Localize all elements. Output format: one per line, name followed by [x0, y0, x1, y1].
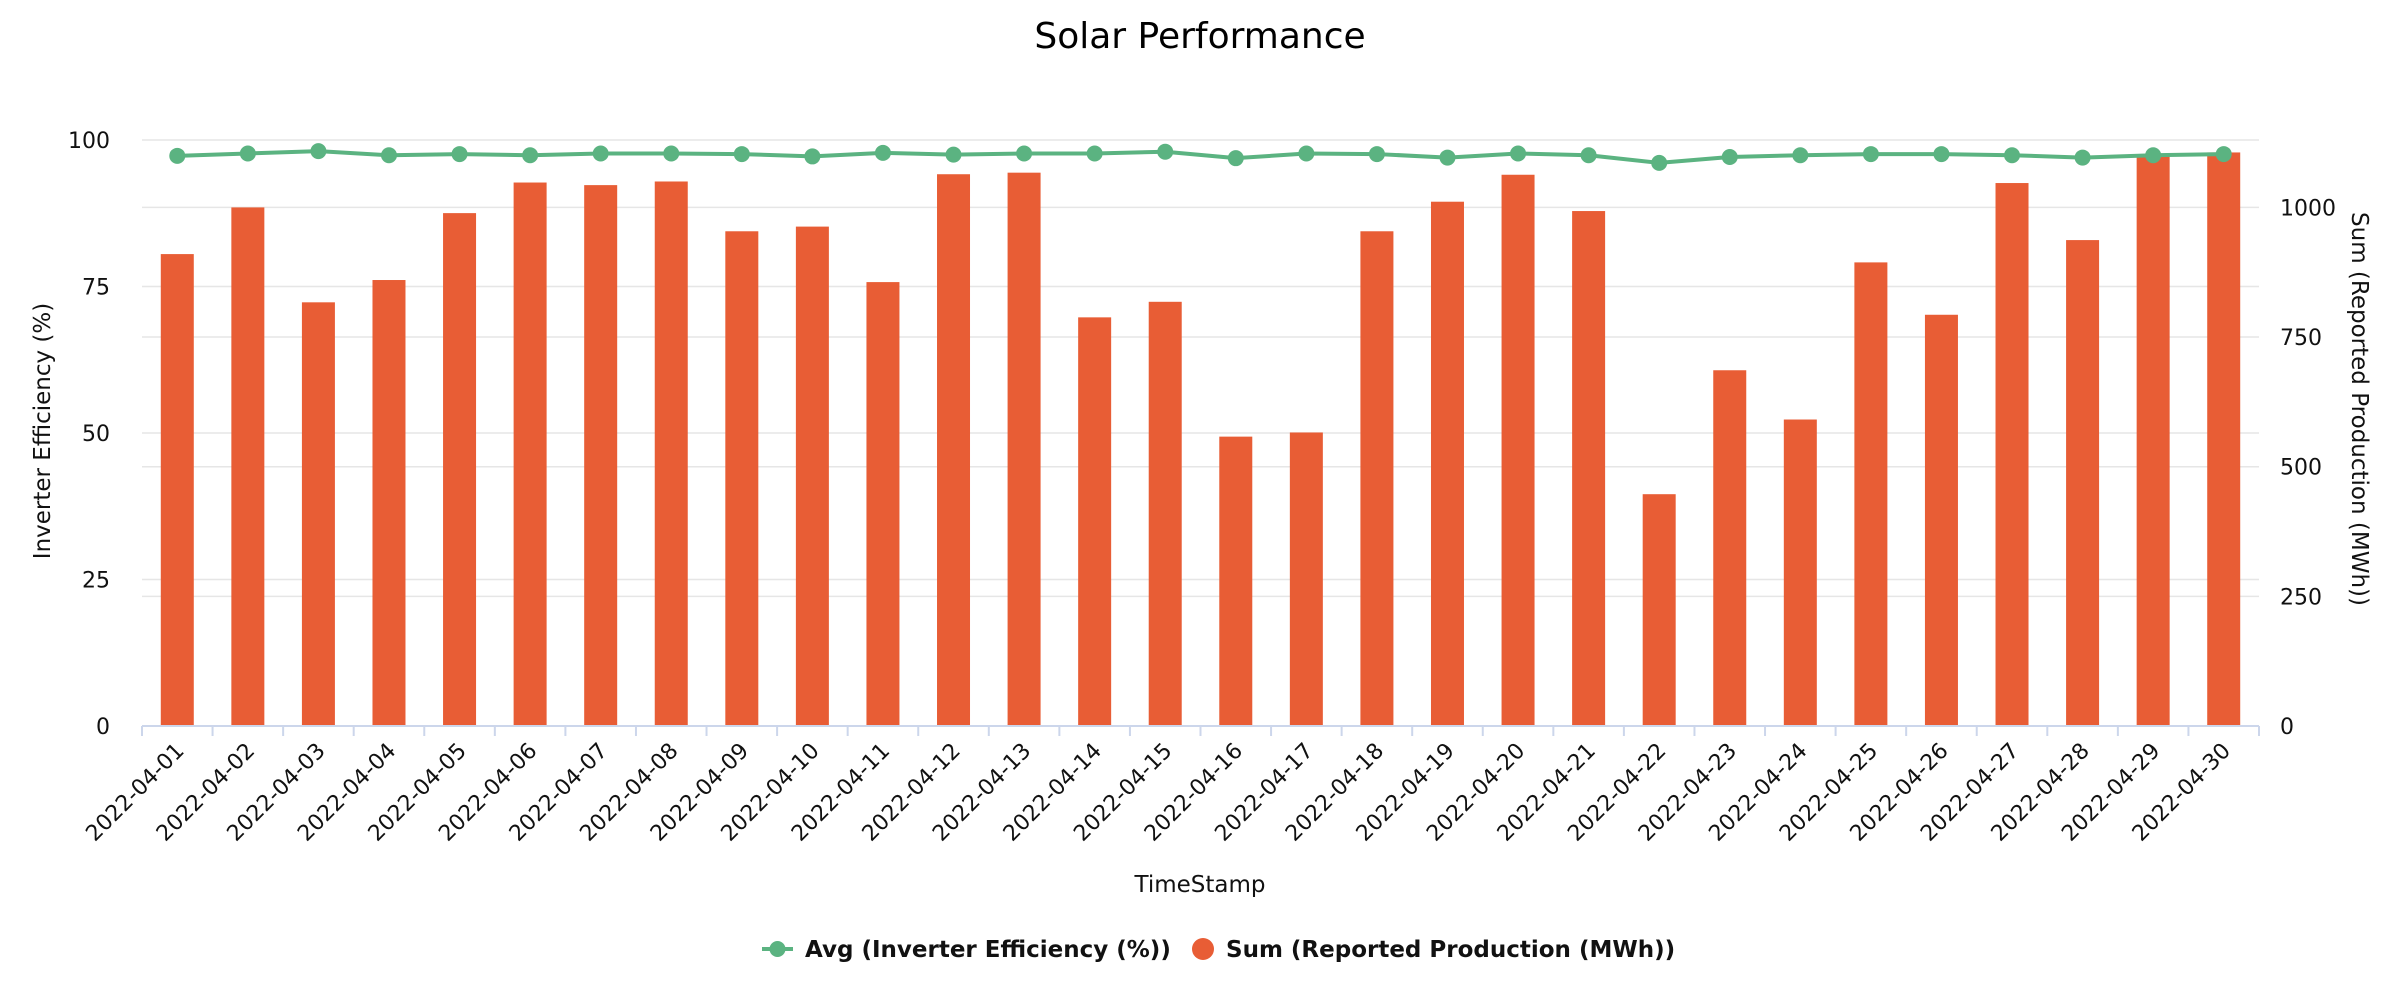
production-bar-2022-04-29[interactable]: [2136, 155, 2170, 726]
right-tick-label: 500: [2280, 456, 2322, 481]
production-bar-2022-04-06[interactable]: [513, 182, 547, 726]
efficiency-point-2022-04-27[interactable]: [2004, 147, 2021, 164]
left-tick-label: 100: [68, 129, 110, 154]
efficiency-point-2022-04-26[interactable]: [1933, 146, 1950, 163]
efficiency-point-2022-04-24[interactable]: [1792, 147, 1809, 164]
legend-label-production: Sum (Reported Production (MWh)): [1226, 937, 1675, 963]
production-bar-2022-04-02[interactable]: [231, 207, 265, 727]
right-tick-label: 250: [2280, 585, 2322, 610]
gridlines: [142, 139, 2259, 727]
production-bar-2022-04-24[interactable]: [1783, 419, 1817, 726]
production-bar-2022-04-17[interactable]: [1289, 432, 1323, 726]
production-bar-2022-04-12[interactable]: [937, 174, 971, 726]
production-bar-2022-04-11[interactable]: [866, 282, 900, 726]
production-bar-2022-04-08[interactable]: [654, 181, 688, 727]
efficiency-point-2022-04-12[interactable]: [945, 146, 962, 163]
production-bar-2022-04-15[interactable]: [1148, 301, 1182, 726]
efficiency-point-2022-04-19[interactable]: [1439, 149, 1456, 166]
production-bar-2022-04-03[interactable]: [301, 302, 335, 726]
efficiency-point-2022-04-10[interactable]: [804, 148, 821, 165]
x-axis-ticks: 2022-04-012022-04-022022-04-032022-04-04…: [81, 739, 2236, 847]
left-tick-label: 25: [82, 569, 110, 594]
efficiency-line: [177, 149, 2224, 165]
efficiency-point-2022-04-06[interactable]: [522, 147, 539, 164]
legend-item-production[interactable]: Sum (Reported Production (MWh)): [1192, 937, 1675, 963]
efficiency-point-2022-04-21[interactable]: [1580, 147, 1597, 164]
efficiency-point-2022-04-13[interactable]: [1016, 145, 1033, 162]
chart-title: Solar Performance: [1034, 16, 1365, 57]
efficiency-point-2022-04-18[interactable]: [1368, 146, 1385, 163]
efficiency-point-2022-04-25[interactable]: [1862, 146, 1879, 163]
production-bar-2022-04-04[interactable]: [372, 280, 406, 726]
left-tick-label: 75: [82, 276, 110, 301]
production-bar-2022-04-21[interactable]: [1572, 211, 1606, 726]
efficiency-line-series: [169, 143, 2232, 171]
legend-item-efficiency[interactable]: Avg (Inverter Efficiency (%)): [762, 937, 1171, 963]
efficiency-point-2022-04-04[interactable]: [380, 147, 397, 164]
production-bar-2022-04-19[interactable]: [1430, 201, 1464, 727]
legend-marker-swatch: [769, 941, 786, 957]
efficiency-point-2022-04-16[interactable]: [1227, 150, 1244, 167]
legend: Avg (Inverter Efficiency (%)) Sum (Repor…: [762, 937, 1675, 963]
production-bar-2022-04-16[interactable]: [1219, 436, 1253, 726]
production-bar-2022-04-13[interactable]: [1007, 172, 1041, 727]
efficiency-point-2022-04-28[interactable]: [2074, 149, 2091, 166]
axes: [141, 725, 2260, 736]
efficiency-point-2022-04-02[interactable]: [239, 145, 256, 162]
production-bar-2022-04-01[interactable]: [160, 254, 194, 726]
efficiency-point-2022-04-29[interactable]: [2145, 147, 2162, 164]
left-tick-label: 0: [96, 715, 110, 740]
production-bar-2022-04-28[interactable]: [2066, 240, 2100, 726]
efficiency-point-2022-04-15[interactable]: [1157, 143, 1174, 160]
production-bar-2022-04-05[interactable]: [443, 213, 477, 726]
efficiency-point-2022-04-01[interactable]: [169, 147, 186, 164]
production-bar-2022-04-18[interactable]: [1360, 231, 1394, 726]
production-bar-2022-04-26[interactable]: [1924, 314, 1958, 726]
right-axis-title: Sum (Reported Production (MWh)): [2346, 212, 2372, 606]
efficiency-point-2022-04-22[interactable]: [1651, 154, 1668, 171]
efficiency-point-2022-04-09[interactable]: [733, 146, 750, 163]
production-bars: [160, 152, 2241, 727]
production-bar-2022-04-20[interactable]: [1501, 174, 1535, 727]
left-tick-label: 50: [82, 422, 110, 447]
production-bar-2022-04-22[interactable]: [1642, 494, 1676, 726]
efficiency-point-2022-04-05[interactable]: [451, 146, 468, 163]
efficiency-point-2022-04-07[interactable]: [592, 145, 609, 162]
left-axis-ticks: 0 25 50 75 100: [68, 129, 110, 740]
production-bar-2022-04-23[interactable]: [1713, 370, 1747, 726]
efficiency-point-2022-04-08[interactable]: [663, 145, 680, 162]
efficiency-point-2022-04-17[interactable]: [1298, 145, 1315, 162]
production-bar-2022-04-09[interactable]: [725, 231, 759, 726]
efficiency-point-2022-04-14[interactable]: [1086, 145, 1103, 162]
efficiency-point-2022-04-11[interactable]: [874, 144, 891, 161]
efficiency-point-2022-04-20[interactable]: [1510, 145, 1527, 162]
efficiency-point-2022-04-30[interactable]: [2215, 146, 2232, 163]
production-bar-2022-04-30[interactable]: [2207, 152, 2241, 726]
production-bar-2022-04-07[interactable]: [584, 185, 618, 726]
legend-label-efficiency: Avg (Inverter Efficiency (%)): [805, 937, 1171, 963]
production-bar-2022-04-27[interactable]: [1995, 183, 2029, 726]
right-tick-label: 750: [2280, 326, 2322, 351]
efficiency-point-2022-04-03[interactable]: [310, 143, 327, 160]
right-tick-label: 0: [2280, 715, 2294, 740]
production-bar-2022-04-10[interactable]: [795, 226, 829, 726]
production-bar-2022-04-25[interactable]: [1854, 262, 1888, 726]
right-tick-label: 1000: [2280, 196, 2336, 221]
right-axis-ticks: 0 250 500 750 1000: [2280, 196, 2336, 740]
left-axis-title: Inverter Efficiency (%): [30, 303, 56, 559]
production-bar-2022-04-14[interactable]: [1078, 317, 1112, 726]
x-axis-title: TimeStamp: [1133, 872, 1265, 898]
legend-circle-swatch: [1192, 938, 1214, 960]
efficiency-point-2022-04-23[interactable]: [1721, 148, 1738, 165]
